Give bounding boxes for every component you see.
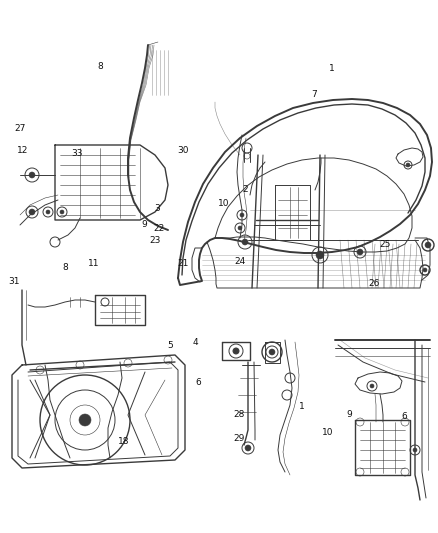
Text: 2: 2 [243, 185, 248, 193]
Text: 1: 1 [298, 402, 304, 410]
Circle shape [240, 213, 244, 217]
Circle shape [242, 239, 248, 245]
Text: 9: 9 [141, 221, 148, 229]
Circle shape [245, 445, 251, 451]
Circle shape [316, 251, 324, 259]
Text: 9: 9 [346, 410, 353, 419]
Text: 29: 29 [233, 434, 244, 442]
Text: 22: 22 [153, 224, 164, 232]
Circle shape [29, 172, 35, 178]
Circle shape [425, 242, 431, 248]
Circle shape [370, 384, 374, 388]
Text: 27: 27 [14, 125, 25, 133]
Text: 28: 28 [233, 410, 244, 419]
Circle shape [406, 163, 410, 167]
Circle shape [29, 209, 35, 215]
Text: 31: 31 [8, 277, 20, 286]
Text: 7: 7 [311, 91, 318, 99]
Text: 26: 26 [369, 279, 380, 288]
Circle shape [233, 348, 239, 354]
Text: 12: 12 [17, 146, 28, 155]
Text: 33: 33 [71, 149, 82, 158]
Text: 8: 8 [97, 62, 103, 71]
Text: 25: 25 [379, 240, 390, 248]
Circle shape [238, 226, 242, 230]
Circle shape [423, 268, 427, 272]
Text: 5: 5 [167, 341, 173, 350]
Text: 4: 4 [192, 338, 198, 346]
Circle shape [60, 210, 64, 214]
Text: 11: 11 [88, 260, 100, 268]
Circle shape [357, 249, 363, 255]
Text: 30: 30 [177, 146, 189, 155]
Text: 1: 1 [329, 64, 335, 72]
Circle shape [46, 210, 50, 214]
Text: 10: 10 [322, 429, 333, 437]
Text: 10: 10 [218, 199, 229, 208]
Text: 23: 23 [150, 237, 161, 245]
Text: 6: 6 [401, 413, 407, 421]
Text: 8: 8 [62, 263, 68, 272]
Circle shape [413, 448, 417, 452]
Text: 24: 24 [234, 257, 246, 265]
Circle shape [79, 414, 91, 426]
Text: 21: 21 [177, 260, 189, 268]
Text: 3: 3 [154, 205, 160, 213]
Text: 6: 6 [195, 378, 201, 387]
Text: 18: 18 [118, 437, 129, 446]
Circle shape [269, 349, 275, 355]
